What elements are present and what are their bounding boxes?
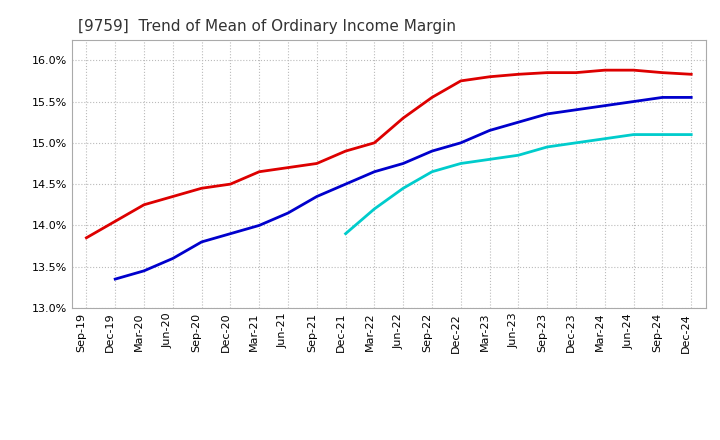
3 Years xyxy=(456,78,465,84)
3 Years xyxy=(572,70,580,75)
5 Years xyxy=(485,128,494,133)
5 Years xyxy=(168,256,177,261)
5 Years xyxy=(255,223,264,228)
3 Years xyxy=(399,115,408,121)
7 Years xyxy=(543,144,552,150)
3 Years xyxy=(197,186,206,191)
7 Years xyxy=(370,206,379,212)
7 Years xyxy=(572,140,580,146)
5 Years xyxy=(197,239,206,245)
5 Years xyxy=(284,210,292,216)
3 Years xyxy=(284,165,292,170)
3 Years xyxy=(485,74,494,79)
Text: [9759]  Trend of Mean of Ordinary Income Margin: [9759] Trend of Mean of Ordinary Income … xyxy=(78,19,456,34)
3 Years xyxy=(543,70,552,75)
7 Years xyxy=(428,169,436,174)
7 Years xyxy=(456,161,465,166)
5 Years xyxy=(111,276,120,282)
3 Years xyxy=(428,95,436,100)
3 Years xyxy=(658,70,667,75)
Line: 5 Years: 5 Years xyxy=(115,97,691,279)
5 Years xyxy=(399,161,408,166)
5 Years xyxy=(572,107,580,113)
3 Years xyxy=(140,202,148,207)
5 Years xyxy=(514,120,523,125)
3 Years xyxy=(341,148,350,154)
3 Years xyxy=(255,169,264,174)
5 Years xyxy=(428,148,436,154)
7 Years xyxy=(600,136,609,141)
3 Years xyxy=(312,161,321,166)
3 Years xyxy=(82,235,91,240)
3 Years xyxy=(600,67,609,73)
7 Years xyxy=(658,132,667,137)
7 Years xyxy=(514,153,523,158)
5 Years xyxy=(140,268,148,274)
5 Years xyxy=(629,99,638,104)
3 Years xyxy=(514,72,523,77)
7 Years xyxy=(485,157,494,162)
5 Years xyxy=(312,194,321,199)
5 Years xyxy=(658,95,667,100)
5 Years xyxy=(456,140,465,146)
5 Years xyxy=(226,231,235,236)
7 Years xyxy=(687,132,696,137)
5 Years xyxy=(543,111,552,117)
5 Years xyxy=(687,95,696,100)
3 Years xyxy=(226,181,235,187)
3 Years xyxy=(168,194,177,199)
5 Years xyxy=(370,169,379,174)
7 Years xyxy=(399,186,408,191)
3 Years xyxy=(111,219,120,224)
Line: 7 Years: 7 Years xyxy=(346,135,691,234)
7 Years xyxy=(341,231,350,236)
3 Years xyxy=(629,67,638,73)
5 Years xyxy=(341,181,350,187)
3 Years xyxy=(370,140,379,146)
Line: 3 Years: 3 Years xyxy=(86,70,691,238)
3 Years xyxy=(687,72,696,77)
5 Years xyxy=(600,103,609,108)
7 Years xyxy=(629,132,638,137)
